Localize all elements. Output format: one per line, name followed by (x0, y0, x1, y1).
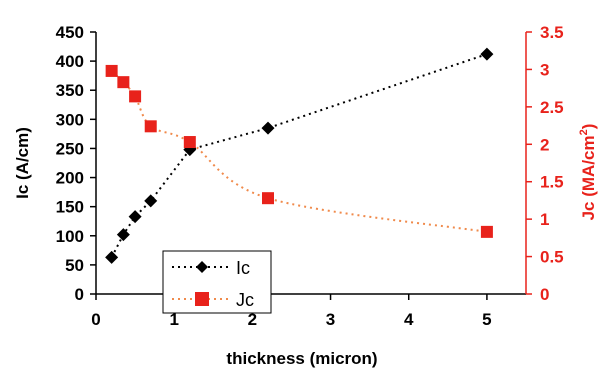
right-axis-title-sup: 2 (578, 129, 590, 135)
ic-point (144, 194, 158, 208)
ic-point (480, 47, 494, 61)
x-tick-label: 0 (91, 310, 100, 329)
x-tick-label: 4 (404, 310, 414, 329)
legend-jc-label: Jc (236, 290, 254, 310)
right-tick-label: 0.5 (540, 248, 564, 267)
x-axis-title: thickness (micron) (226, 349, 377, 368)
left-tick-label: 300 (56, 110, 84, 129)
right-axis-title: Jc (MA/cm2) (578, 124, 598, 221)
jc-point (129, 90, 142, 103)
axes (95, 32, 527, 295)
legend-ic-label: Ic (236, 258, 250, 278)
legend-jc-marker (195, 292, 209, 306)
x-tick-label: 2 (248, 310, 257, 329)
left-tick-label: 450 (56, 23, 84, 42)
legend: Ic Jc (162, 250, 272, 314)
jc-point (262, 192, 274, 205)
left-tick-label: 200 (56, 169, 84, 188)
jc-point (480, 225, 493, 238)
right-tick-label: 1 (540, 210, 549, 229)
right-axis-ticks: 0 0.5 1 1.5 2 2.5 3 3.5 (526, 23, 564, 304)
ic-series-line (110, 53, 488, 258)
ic-point (261, 121, 275, 135)
jc-point (105, 64, 118, 77)
right-axis-title-close: ) (579, 124, 598, 130)
jc-point (117, 76, 130, 89)
x-tick-label: 1 (169, 310, 178, 329)
left-tick-label: 0 (75, 285, 84, 304)
series-markers (105, 47, 494, 264)
legend-ic-marker (196, 261, 208, 273)
left-tick-label: 150 (56, 198, 84, 217)
left-axis-ticks: 0 50 100 150 200 250 300 350 400 450 (56, 23, 96, 304)
left-tick-label: 350 (56, 81, 84, 100)
right-tick-label: 3 (540, 60, 549, 79)
left-tick-label: 400 (56, 52, 84, 71)
ic-point (116, 228, 130, 242)
x-axis-ticks: 0 1 2 3 4 5 (91, 294, 492, 329)
series-lines (110, 53, 488, 258)
jc-series-line (110, 70, 488, 233)
left-tick-label: 250 (56, 139, 84, 158)
right-tick-label: 3.5 (540, 23, 564, 42)
legend-box (162, 250, 272, 314)
left-axis-title: Ic (A/cm) (13, 127, 32, 199)
jc-point (144, 120, 157, 133)
ic-point (128, 210, 142, 224)
left-tick-label: 100 (56, 227, 84, 246)
jc-point (183, 136, 196, 149)
ic-point (105, 250, 119, 264)
x-tick-label: 3 (326, 310, 335, 329)
right-tick-label: 0 (540, 285, 549, 304)
right-tick-label: 1.5 (540, 173, 564, 192)
right-axis-title-main: Jc (MA/cm (579, 135, 598, 220)
left-tick-label: 50 (65, 256, 84, 275)
right-tick-label: 2 (540, 135, 549, 154)
right-tick-label: 2.5 (540, 98, 564, 117)
x-tick-label: 5 (482, 310, 491, 329)
